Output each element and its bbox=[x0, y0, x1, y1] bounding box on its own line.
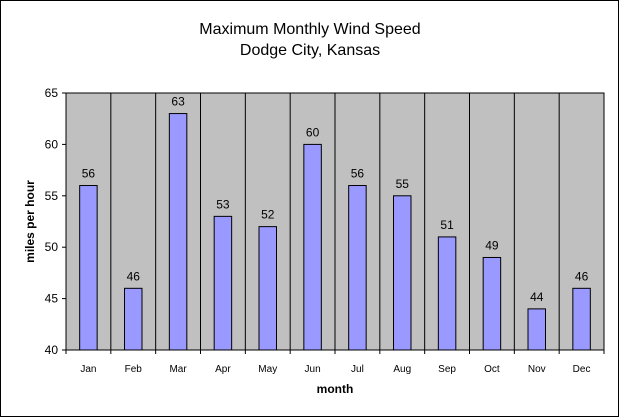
chart-subtitle: Dodge City, Kansas bbox=[240, 42, 380, 59]
x-tick-label-oct: Oct bbox=[484, 364, 500, 375]
data-label-jul: 56 bbox=[351, 167, 365, 181]
data-label-sep: 51 bbox=[440, 218, 454, 232]
data-label-apr: 53 bbox=[216, 197, 230, 211]
x-tick-label-apr: Apr bbox=[215, 364, 231, 375]
data-labels: 56 46 63 53 52 60 56 55 51 49 44 46 bbox=[82, 95, 589, 304]
x-axis-ticks: Jan Feb Mar Apr May Jun Jul Aug Sep Oct Nov Dec bbox=[65, 350, 605, 375]
bar-dec bbox=[572, 287, 591, 351]
bar-mar bbox=[168, 113, 188, 351]
x-tick-label-jun: Jun bbox=[305, 364, 321, 375]
y-tick-label: 60 bbox=[45, 137, 59, 151]
data-label-aug: 55 bbox=[396, 177, 410, 191]
x-tick-label-mar: Mar bbox=[169, 364, 187, 375]
y-tick-label: 50 bbox=[45, 240, 59, 254]
y-axis-ticks: 40 45 50 55 60 65 bbox=[45, 86, 66, 357]
x-tick-label-dec: Dec bbox=[573, 364, 591, 375]
y-tick-label: 65 bbox=[45, 86, 59, 100]
bar-aug bbox=[393, 195, 412, 351]
bar-may bbox=[258, 226, 277, 351]
data-label-dec: 46 bbox=[575, 269, 589, 283]
data-label-nov: 44 bbox=[530, 290, 544, 304]
y-tick-label: 45 bbox=[45, 292, 59, 306]
y-tick-label: 40 bbox=[45, 343, 59, 357]
y-axis-title: miles per hour bbox=[23, 180, 37, 263]
x-tick-label-jul: Jul bbox=[351, 364, 364, 375]
bar-feb bbox=[124, 287, 143, 351]
category-separators bbox=[110, 93, 560, 350]
bar-jan bbox=[79, 185, 98, 351]
x-tick-label-nov: Nov bbox=[528, 364, 546, 375]
x-tick-label-aug: Aug bbox=[393, 364, 411, 375]
bar-nov bbox=[527, 308, 546, 351]
bar-jun bbox=[303, 143, 322, 351]
x-tick-label-may: May bbox=[258, 364, 277, 375]
bar-sep bbox=[437, 236, 457, 351]
x-tick-label-sep: Sep bbox=[438, 364, 456, 375]
data-label-may: 52 bbox=[261, 208, 275, 222]
x-axis-title: month bbox=[317, 382, 354, 396]
bar-apr bbox=[213, 215, 233, 351]
bar-oct bbox=[482, 256, 502, 351]
bar-jul bbox=[348, 185, 367, 351]
bar-series bbox=[79, 113, 591, 351]
y-tick-label: 55 bbox=[45, 189, 59, 203]
data-label-mar: 63 bbox=[171, 95, 185, 109]
x-tick-label-jan: Jan bbox=[80, 364, 96, 375]
chart-title: Maximum Monthly Wind Speed bbox=[199, 21, 420, 38]
data-label-feb: 46 bbox=[127, 269, 141, 283]
data-label-oct: 49 bbox=[485, 238, 499, 252]
x-tick-label-feb: Feb bbox=[125, 364, 143, 375]
data-label-jan: 56 bbox=[82, 167, 96, 181]
data-label-jun: 60 bbox=[306, 125, 320, 139]
